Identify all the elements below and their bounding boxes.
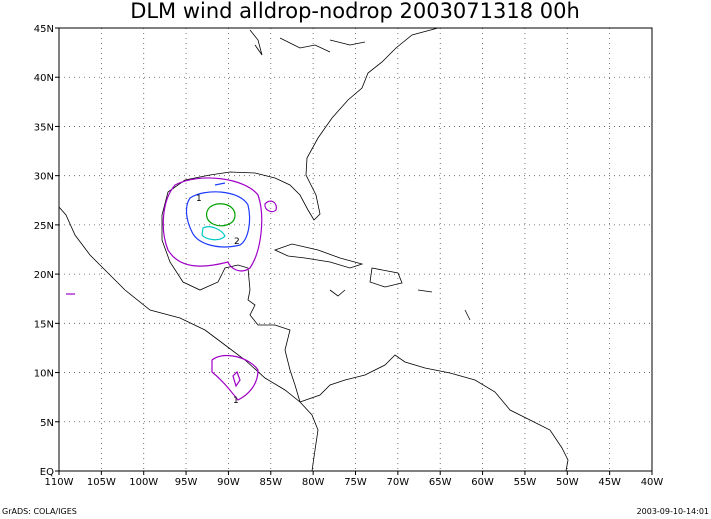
- contour-label: 1: [233, 396, 239, 406]
- y-tick-label: 25N: [34, 221, 54, 232]
- x-tick-label: 50W: [556, 477, 579, 488]
- y-tick-label: 45N: [34, 24, 54, 35]
- y-tick-label: 10N: [34, 369, 54, 380]
- x-tick-label: 95W: [175, 477, 198, 488]
- x-tick-label: 65W: [429, 477, 452, 488]
- x-tick-label: 60W: [471, 477, 494, 488]
- y-tick-label: 35N: [34, 122, 54, 133]
- y-tick-label: 20N: [34, 270, 54, 281]
- y-tick-label: 5N: [40, 418, 54, 429]
- contour-label: 2: [234, 237, 240, 247]
- coastlines: [58, 27, 569, 472]
- y-tick-label: 30N: [34, 172, 54, 183]
- footer-right: 2003-09-10-14:01: [637, 507, 709, 516]
- title: DLM wind alldrop-nodrop 2003071318 00h: [130, 0, 580, 23]
- x-tick-label: 90W: [217, 477, 240, 488]
- x-tick-label: 40W: [641, 477, 664, 488]
- x-tick-label: 75W: [344, 477, 367, 488]
- x-tick-label: 85W: [259, 477, 282, 488]
- y-tick-label: EQ: [40, 467, 54, 478]
- y-tick-label: 15N: [34, 319, 54, 330]
- x-tick-label: 80W: [302, 477, 325, 488]
- x-tick-label: 45W: [598, 477, 621, 488]
- map-frame: [58, 27, 653, 472]
- y-tick-label: 40N: [34, 73, 54, 84]
- x-tick-label: 55W: [514, 477, 537, 488]
- contour-label: 1: [196, 194, 202, 204]
- grid: [55, 27, 653, 475]
- x-tick-label: 70W: [387, 477, 410, 488]
- x-tick-label: 100W: [129, 477, 158, 488]
- footer-left: GrADS: COLA/IGES: [2, 507, 77, 516]
- x-tick-label: 110W: [45, 477, 74, 488]
- x-tick-label: 105W: [87, 477, 116, 488]
- contours: 1 2 1: [66, 177, 277, 406]
